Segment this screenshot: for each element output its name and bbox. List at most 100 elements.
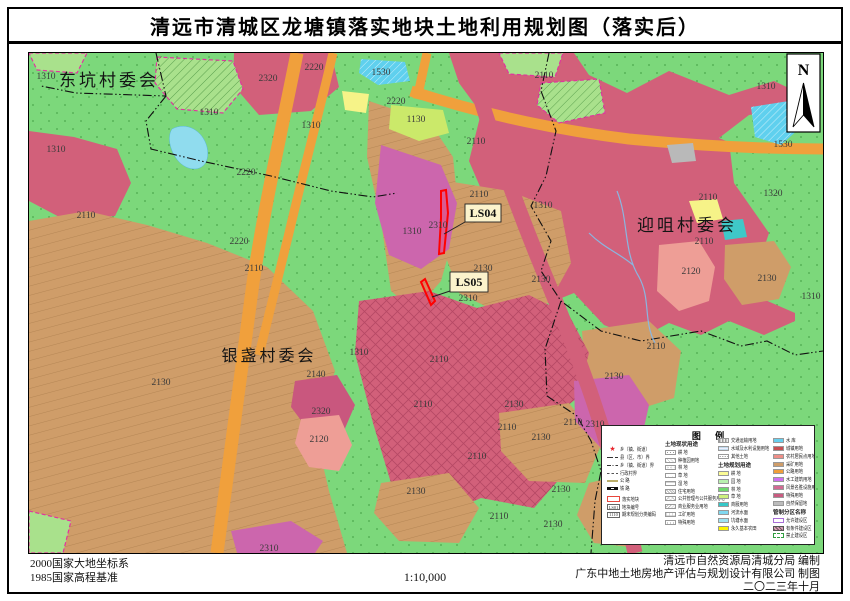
legend-label: 工矿用地: [678, 513, 696, 519]
legend-item: 特殊用地: [773, 492, 814, 499]
legend-swatch-icon: [773, 533, 784, 539]
datum-line: 1985国家高程基准: [30, 572, 118, 584]
landuse-code-label: 1130: [407, 115, 426, 125]
dry-cropland-region: [389, 105, 449, 141]
legend-item: 城镇用地: [773, 446, 814, 452]
legend-swatch-icon: ★: [609, 445, 616, 454]
legend-item: 工矿用地: [665, 512, 718, 518]
target-parcels: [419, 188, 450, 307]
landuse-code-label: 2130: [552, 485, 571, 495]
landuse-code-label: 2130: [532, 433, 551, 443]
legend-swatch-icon: [718, 446, 729, 452]
scenic-region: [231, 521, 323, 553]
legend-label: 河流水面: [731, 511, 749, 517]
map-canvas: LS04 LS05 1310 2320 2220 1530 2220 1130 1310 131…: [28, 52, 824, 554]
legend-label: 坑塘水面: [731, 518, 749, 524]
legend-swatch-icon: [718, 517, 729, 523]
legend-item: 行政村界: [607, 470, 665, 477]
village-residential-region: [295, 415, 352, 471]
landuse-code-label: 2320: [259, 74, 278, 84]
legend-swatch-icon: [773, 517, 784, 523]
legend-item: 自然保留地: [773, 500, 814, 507]
admin-boundaries: [40, 53, 823, 553]
legend-label: 行政村界: [620, 471, 638, 477]
legend-item: 湿 地: [665, 480, 718, 487]
landuse-code-label: 2110: [490, 512, 509, 522]
stream-line: [588, 232, 634, 266]
parcel-label: LS05: [456, 275, 483, 289]
legend-label: 禁止建设区: [786, 534, 808, 540]
landuse-code-label: 1530: [774, 140, 793, 150]
legend-swatch-icon: [607, 496, 620, 503]
legend-swatch-icon: [665, 512, 676, 518]
title-divider: [7, 41, 843, 44]
legend-item: 耕 地: [718, 471, 773, 477]
landuse-code-label: 2310: [586, 420, 605, 430]
scenic-region: [375, 145, 457, 269]
legend-label: 永久基本农田: [731, 526, 757, 532]
legend-label: 水 库: [786, 439, 796, 445]
legend-swatch-icon: [718, 453, 729, 459]
legend-label: 耕 地: [731, 472, 741, 478]
village-boundary-line: [544, 300, 602, 553]
credit-line: 二〇二三年十月: [743, 581, 820, 593]
legend-status-column: 土地现状用途 耕 地种植园用地林 地草 地湿 地住宅用地 公共管理与公共服务用地商…: [665, 438, 725, 527]
parcel-callouts: LS04 LS05: [431, 203, 502, 298]
legend-swatch-icon: [718, 478, 729, 484]
landuse-code-label: 2130: [152, 378, 171, 388]
legend-symbols-column: ★ 乡（镇、街道） 县（区、市）界 乡（镇、街道）界 行政村界公 路铁 路落实地块 LS0…: [607, 445, 665, 520]
credits: 清远市自然资源局清城分局 编制 广东中地土地房地产评估与规划设计有限公司 制图 …: [575, 555, 820, 594]
legend-swatch-icon: [718, 471, 729, 477]
legend-item: 耕 地: [665, 449, 718, 456]
hatched-zone: [29, 53, 88, 74]
legend-label: 林 地: [731, 487, 741, 493]
legend-item: 公 路: [607, 478, 665, 484]
legend-label: 种植园用地: [678, 458, 700, 464]
legend-item: 特殊用地: [665, 519, 718, 526]
legend-label: 乡（镇、街道）界: [620, 463, 655, 469]
cropland-region: [342, 91, 369, 113]
landuse-code-label: 1310: [350, 348, 369, 358]
legend-label: 期末规划分类编码: [622, 513, 657, 519]
legend-swatch-icon: [607, 464, 618, 466]
legend-item: ★ 乡（镇、街道）: [607, 445, 665, 454]
hatched-zone: [29, 510, 72, 553]
landuse-code-label: 2130: [407, 487, 426, 497]
legend-label: 铁 路: [620, 487, 630, 493]
legend-label: 农村居民点用地: [786, 454, 815, 460]
legend-label: 风景名胜设施用地: [786, 485, 814, 491]
legend-swatch-icon: [773, 461, 784, 467]
legend-label: 采矿用地: [786, 462, 804, 468]
legend-label: 特殊用地: [786, 493, 804, 499]
legend-section-header: 管制分区名称: [773, 510, 807, 517]
landuse-code-label: 2130: [532, 275, 551, 285]
legend-item: 草 地: [665, 473, 718, 479]
parcel-ls04-outline: [437, 188, 450, 256]
legend-swatch-icon: [773, 525, 784, 531]
conditional-build-zones: [29, 53, 606, 553]
legend-item: 允许建设区: [773, 517, 814, 524]
legend-label: 乡（镇、街道）: [620, 448, 650, 454]
landuse-code-label: 2220: [230, 237, 249, 247]
legend-item: 铁 路: [607, 486, 665, 492]
legend-swatch-icon: [665, 457, 676, 463]
legend-item: 有条件建设区: [773, 525, 814, 532]
legend-label: 林 地: [678, 466, 688, 472]
legend-item: 林 地: [718, 486, 773, 493]
legend-item: 商服用地: [718, 502, 773, 508]
landuse-code-label: 2220: [387, 97, 406, 107]
legend-item: 水 库: [773, 438, 814, 444]
parcel-leader-line: [431, 290, 451, 298]
legend-label: 水工建筑用地: [786, 478, 812, 484]
landuse-code-label: 2120: [682, 267, 701, 277]
legend-item: 风景名胜设施用地: [773, 484, 814, 491]
legend-label: 商业服务业用地: [678, 505, 708, 511]
legend-label: 特殊用地: [678, 520, 696, 526]
legend-swatch-icon: [665, 465, 676, 471]
landuse-code-label: 2220: [305, 63, 324, 73]
legend-label: 自然保留地: [786, 501, 808, 507]
legend-swatch-icon: [773, 477, 784, 483]
legend-title: 图 例: [691, 431, 731, 441]
